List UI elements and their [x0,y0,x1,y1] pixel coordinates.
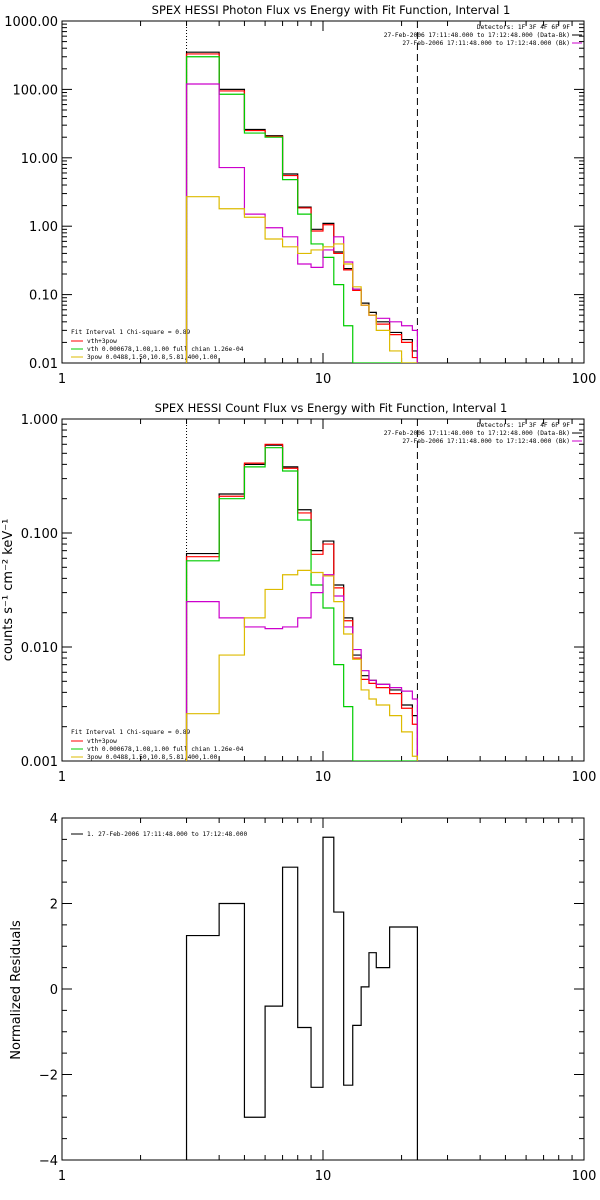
residuals-x-tick-label: 100 [572,1169,597,1184]
residuals-y-tick-label: −4 [39,1154,58,1169]
count-flux-panel: SPEX HESSI Count Flux vs Energy with Fit… [1,401,585,762]
count-x-tick-label: 1 [58,770,66,785]
photon-y-tick-label: 100.00 [13,83,59,98]
photon-series-3 [185,83,419,363]
residuals-y-tick-label: 4 [50,812,58,827]
count-y-axis-label: counts s⁻¹ cm⁻² keV⁻¹ [1,519,16,662]
photon-y-tick-label: 1.00 [29,220,58,235]
count-info-detectors: Detectors: 1F 3F 4F 6F 9F [477,422,570,429]
photon-x-tick-label: 100 [572,372,597,387]
photon-x-tick-label: 1 [58,372,66,387]
count-info-data-bk: 27-Feb-2006 17:11:48.000 to 17:12:48.000… [384,430,570,437]
photon-x-tick-label: 10 [315,372,332,387]
photon-y-tick-label: 1000.00 [4,15,58,30]
count-series-4 [185,569,419,761]
count-series-1 [185,443,419,761]
count-panel-title: SPEX HESSI Count Flux vs Energy with Fit… [155,401,508,415]
count-legend-vth: vth 0.000678,1.08,1.00 full chian 1.26e-… [87,746,244,753]
photon-y-tick-label: 10.00 [21,152,58,167]
photon-info-detectors: Detectors: 1F 3F 4F 6F 9F [477,24,570,31]
count-x-tick-label: 10 [315,770,332,785]
photon-series-1 [185,53,419,363]
photon-legend-fit: Fit Interval 1 Chi-square = 0.89 [71,329,190,336]
residuals-legend-text: 1. 27-Feb-2006 17:11:48.000 to 17:12:48.… [87,831,247,838]
count-info-bk: 27-Feb-2006 17:11:48.000 to 17:12:48.000… [402,438,570,445]
count-series-3 [185,574,419,761]
count-legend-pow: 3pow 0.0488,1.50,10.8,5.81,400,1.00 [87,754,218,761]
count-y-tick-label: 0.100 [21,527,58,542]
residuals-x-tick-label: 1 [58,1169,66,1184]
photon-series-0 [185,51,419,363]
count-series-0 [185,444,419,761]
count-legend-fit: Fit Interval 1 Chi-square = 0.89 [71,729,190,736]
residuals-panel: Normalized Residuals 1. 27-Feb-2006 17:1… [9,817,585,1161]
residuals-series-group [185,836,419,1160]
residuals-x-tick-label: 10 [315,1169,332,1184]
count-series-group [185,443,419,761]
photon-legend-pow: 3pow 0.0488,1.50,10.8,5.81,400,1.00 [87,354,218,361]
photon-series-4 [185,196,418,363]
photon-plot-frame [61,20,585,364]
photon-series-group [185,51,419,363]
photon-panel-title: SPEX HESSI Photon Flux vs Energy with Fi… [152,3,511,17]
photon-y-tick-label: 0.01 [29,357,58,372]
photon-flux-panel: SPEX HESSI Photon Flux vs Energy with Fi… [61,3,585,364]
photon-series-2 [185,56,418,363]
count-y-tick-label: 0.001 [21,755,58,770]
photon-y-tick-label: 0.10 [29,289,58,304]
residuals-y-tick-label: −2 [39,1069,58,1084]
count-y-tick-label: 0.010 [21,641,58,656]
residuals-y-tick-label: 0 [50,983,58,998]
photon-info-data-bk: 27-Feb-2006 17:11:48.000 to 17:12:48.000… [384,32,570,39]
residuals-series-0 [185,836,419,1160]
count-x-tick-label: 100 [572,770,597,785]
photon-legend-vth: vth 0.000678,1.08,1.00 full chian 1.26e-… [87,346,244,353]
photon-info-bk: 27-Feb-2006 17:11:48.000 to 17:12:48.000… [402,40,570,47]
residuals-y-axis-label: Normalized Residuals [9,920,24,1060]
count-series-2 [185,447,418,761]
count-y-tick-label: 1.000 [21,413,58,428]
photon-legend-total: vth+3pow [87,338,117,345]
count-legend-total: vth+3pow [87,738,117,745]
residuals-y-tick-label: 2 [50,898,58,913]
